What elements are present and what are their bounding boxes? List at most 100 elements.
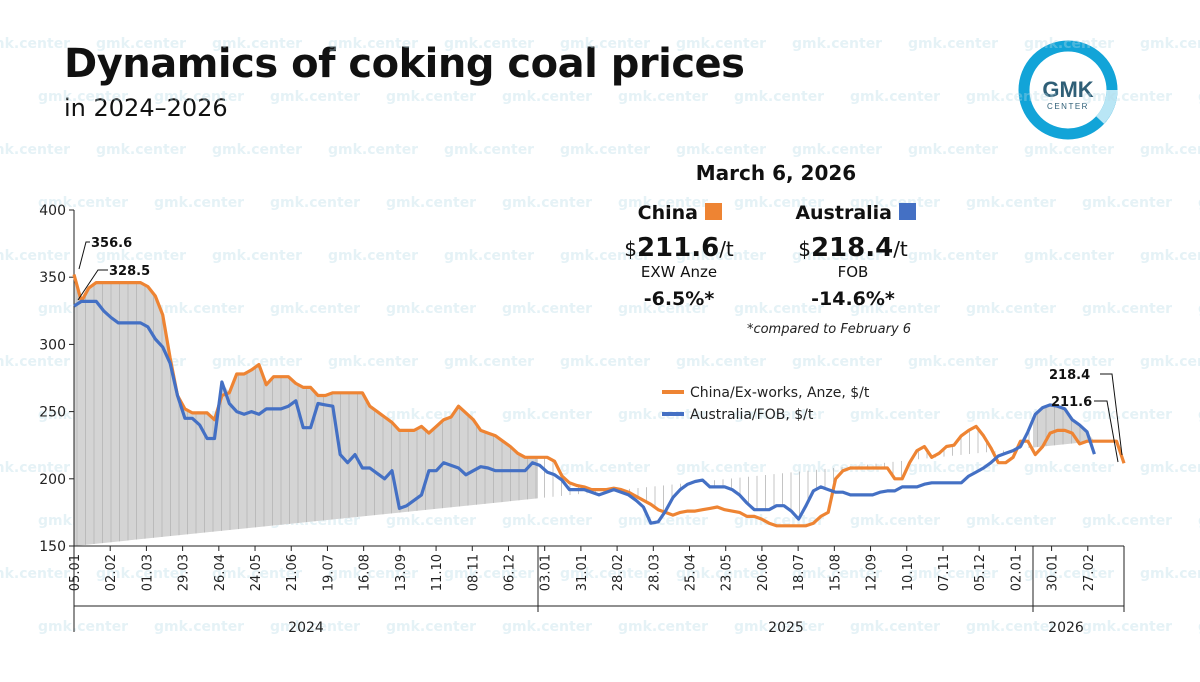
watermark-text: gmk.center (0, 142, 70, 158)
watermark-text: gmk.center (1024, 566, 1114, 582)
watermark-text: gmk.center (792, 248, 882, 264)
year-label-2026: 2026 (1048, 620, 1084, 636)
x-tick-label: 13.09 (394, 554, 409, 591)
watermark-text: gmk.center (792, 354, 882, 370)
series-layer (72, 274, 1126, 528)
watermark-text: gmk.center (908, 354, 998, 370)
legend: China/Ex-works, Anze, $/t Australia/FOB,… (662, 385, 870, 423)
watermark-text: gmk.center (1198, 513, 1200, 529)
watermark-text: gmk.center (154, 195, 244, 211)
watermark-text: gmk.center (212, 354, 302, 370)
watermark-text: gmk.center (560, 248, 650, 264)
watermark-text: gmk.center (328, 36, 418, 52)
watermark-text: gmk.center (386, 301, 476, 317)
watermark-text: gmk.center (618, 619, 708, 635)
x-tick-label: 15.08 (828, 554, 843, 591)
watermark-text: gmk.center (444, 248, 534, 264)
x-tick-label: 23.05 (720, 554, 735, 591)
logo-text-center: CENTER (1047, 102, 1089, 111)
watermark-text: gmk.center (502, 513, 592, 529)
watermark-text: gmk.center (212, 248, 302, 264)
x-tick-label: 20.06 (756, 554, 771, 591)
watermark-text: gmk.center (850, 89, 940, 105)
watermark-text: gmk.center (0, 248, 70, 264)
watermark-text: gmk.center (1082, 195, 1172, 211)
watermark-text: gmk.center (850, 619, 940, 635)
y-tick-label: 250 (39, 405, 66, 421)
logo-ring-gap (1095, 89, 1118, 124)
info-australia-basis: FOB (838, 263, 869, 281)
watermark-text: gmk.center (850, 407, 940, 423)
watermark-text: gmk.center (966, 619, 1056, 635)
watermark-text: gmk.center (908, 36, 998, 52)
x-tick-label: 10.10 (901, 554, 916, 591)
x-tick-label: 05.12 (973, 554, 988, 591)
watermark-text: gmk.center (966, 89, 1056, 105)
watermark-text: gmk.center (270, 301, 360, 317)
x-tick-label: 03.01 (539, 554, 554, 591)
x-tick-label: 02.01 (1009, 554, 1024, 591)
watermark-text: gmk.center (154, 89, 244, 105)
watermark-text: gmk.center (96, 248, 186, 264)
watermark-text: gmk.center (502, 89, 592, 105)
x-axis: 05.01 02.02 01.03 29.03 26.04 24.05 21.06 19.07… (68, 545, 1125, 636)
legend-label-australia: Australia/FOB, $/t (690, 407, 814, 423)
watermark-text: gmk.center (444, 566, 534, 582)
x-tick-label: 02.02 (104, 554, 119, 591)
watermark-text: gmk.center (502, 407, 592, 423)
watermark-text: gmk.center (1024, 142, 1114, 158)
info-australia-change: -14.6%* (811, 288, 895, 310)
x-tick-label: 19.07 (321, 554, 336, 591)
chart-subtitle: in 2024–2026 (64, 94, 228, 122)
watermark-text: gmk.center (1024, 248, 1114, 264)
year-label-2025: 2025 (768, 620, 804, 636)
watermark-text: gmk.center (328, 354, 418, 370)
watermark-text: gmk.center (1082, 407, 1172, 423)
watermark-text: gmk.center (212, 142, 302, 158)
watermark-text: gmk.center (850, 513, 940, 529)
watermark-text: gmk.center (966, 513, 1056, 529)
logo-text-gmk: GMK (1042, 77, 1093, 102)
watermark-text: gmk.center (676, 460, 766, 476)
watermark-text: gmk.center (618, 195, 708, 211)
watermark-text: gmk.center (444, 36, 534, 52)
x-tick-label: 27.02 (1082, 554, 1097, 591)
x-tick-label: 05.01 (68, 554, 83, 591)
watermark-text: gmk.center (1024, 36, 1114, 52)
y-tick-label: 150 (39, 539, 66, 555)
watermark-text: gmk.center (502, 195, 592, 211)
info-china-price: 211.6 (637, 233, 719, 263)
watermark-text: gmk.center (676, 142, 766, 158)
watermark-text: gmk.center (328, 142, 418, 158)
watermark-text: gmk.center (0, 566, 70, 582)
watermark-text: gmk.center (1198, 195, 1200, 211)
annotations: 356.6 328.5 218.4 211.6 (77, 236, 1123, 463)
watermark-text: gmk.center (1140, 354, 1200, 370)
watermark-text: gmk.center (328, 248, 418, 264)
watermark-text: gmk.center (502, 301, 592, 317)
watermark-text: gmk.center (966, 195, 1056, 211)
watermark-text: gmk.center (1024, 460, 1114, 476)
y-tick-label: 350 (39, 270, 66, 286)
watermark-text: gmk.center (1082, 619, 1172, 635)
x-tick-label: 08.11 (466, 554, 481, 591)
watermark-text: gmk.center (1024, 354, 1114, 370)
info-date: March 6, 2026 (696, 161, 856, 185)
x-tick-label: 24.05 (249, 554, 264, 591)
watermark-text: gmk.center (38, 195, 128, 211)
watermark-text: gmk.center (734, 301, 824, 317)
watermark-text: gmk.center (1198, 619, 1200, 635)
watermark-text: gmk.center (560, 36, 650, 52)
watermark-text: gmk.center (850, 195, 940, 211)
series-line-china (72, 274, 1126, 528)
annotation-leader-218-4 (1100, 373, 1123, 456)
watermark-text: gmk.center (1140, 460, 1200, 476)
info-australia-unit: /t (893, 237, 908, 261)
y-axis: 150 200 250 300 350 400 (39, 203, 75, 555)
gmk-center-logo: GMK CENTER (1018, 40, 1118, 140)
watermark-text: gmk.center (1198, 89, 1200, 105)
info-china-name: China (638, 202, 698, 224)
info-china-currency: $ (624, 237, 637, 261)
watermark-text: gmk.center (792, 36, 882, 52)
